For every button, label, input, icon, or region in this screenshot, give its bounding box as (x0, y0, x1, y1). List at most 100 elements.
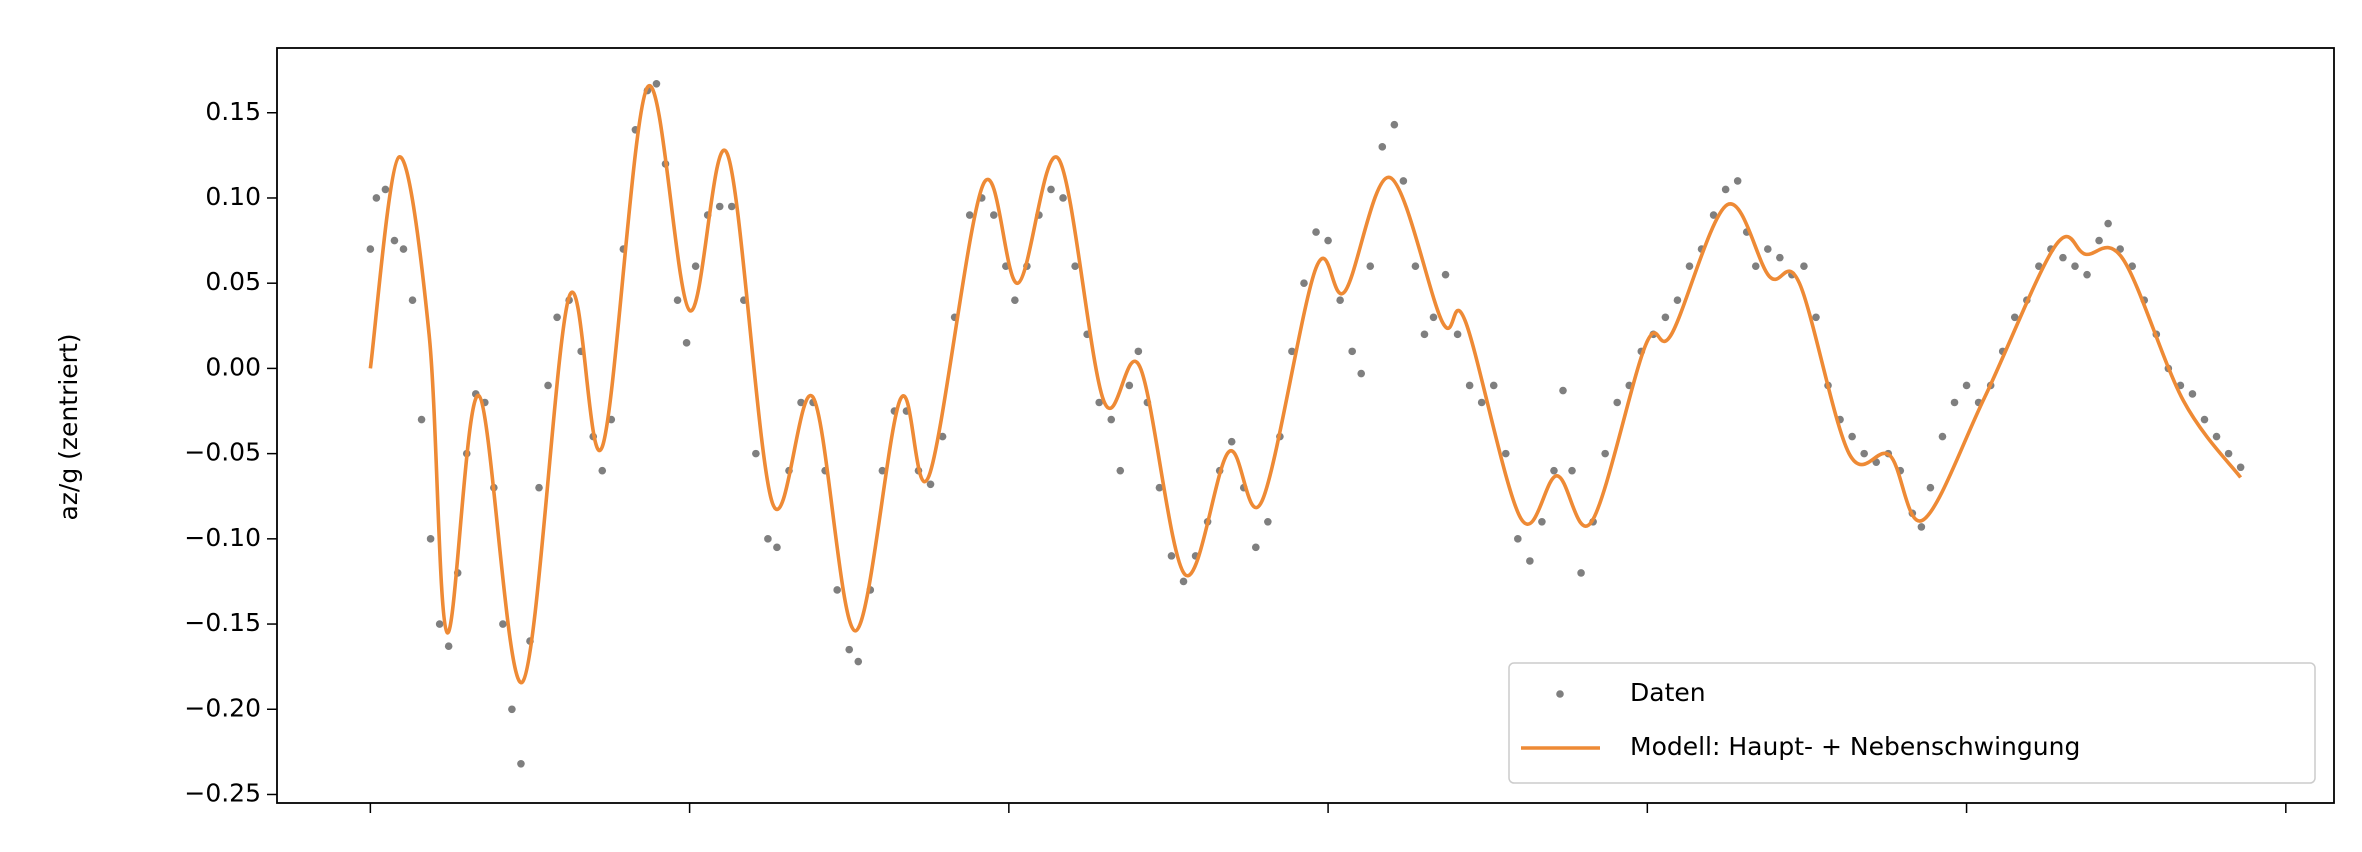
legend-label: Daten (1630, 678, 1706, 707)
data-point (1227, 437, 1236, 446)
data-point (2236, 463, 2245, 472)
data-point (1366, 262, 1375, 270)
data-point (833, 586, 841, 594)
data-point (764, 535, 772, 543)
y-tick-label: −0.15 (184, 608, 261, 637)
data-point (381, 185, 390, 194)
data-point (1357, 369, 1366, 378)
data-point (417, 415, 426, 424)
data-point (1125, 381, 1134, 390)
data-point (1453, 330, 1462, 339)
data-point (1095, 398, 1103, 407)
data-point (1348, 347, 1356, 356)
data-point (544, 381, 552, 390)
data-point (435, 620, 444, 628)
data-point (1613, 398, 1622, 407)
data-point (1812, 313, 1820, 322)
data-point (1264, 517, 1272, 526)
data-point (1312, 228, 1320, 236)
data-point (598, 466, 607, 475)
data-point (1751, 262, 1760, 270)
data-point (727, 202, 736, 211)
data-point (1047, 185, 1055, 194)
model-line (368, 83, 2243, 684)
data-point (1336, 296, 1344, 305)
data-point (1709, 211, 1718, 219)
data-point (1378, 143, 1387, 151)
data-point (517, 760, 525, 768)
data-point (1721, 185, 1730, 194)
data-point (2035, 262, 2043, 270)
data-point (673, 296, 682, 305)
y-tick-label: −0.20 (184, 693, 261, 722)
data-point (878, 466, 887, 475)
data-point (1938, 432, 1947, 441)
data-point (2104, 219, 2112, 228)
y-tick-label: 0.05 (205, 267, 261, 296)
legend-box (1508, 662, 2316, 784)
data-point (535, 483, 543, 492)
data-point (1134, 347, 1143, 356)
data-point (2224, 449, 2233, 458)
data-point (2083, 270, 2091, 279)
data-point (1733, 177, 1742, 185)
data-point (1661, 313, 1670, 322)
data-point (2212, 432, 2221, 441)
data-point (1059, 194, 1067, 202)
data-point (715, 202, 724, 211)
data-point (1420, 330, 1429, 339)
y-tick-label: −0.25 (184, 778, 261, 807)
data-point (1550, 466, 1558, 475)
data-point (1288, 347, 1296, 356)
data-point (1155, 483, 1164, 492)
y-tick-label: 0.10 (205, 182, 261, 211)
data-point (1577, 569, 1585, 577)
data-point (1601, 449, 1609, 458)
data-point (1116, 466, 1125, 475)
data-point (426, 535, 435, 543)
data-point (1252, 543, 1260, 552)
data-point (1526, 557, 1534, 565)
data-point (1441, 270, 1450, 279)
data-point (399, 245, 408, 253)
data-point (1399, 177, 1408, 185)
data-point (372, 194, 381, 202)
data-point (752, 449, 760, 458)
data-point (1324, 236, 1332, 245)
data-point (854, 657, 863, 666)
data-point (1411, 262, 1420, 270)
y-tick-label: 0.15 (205, 97, 261, 126)
data-point (2200, 415, 2209, 424)
data-point (938, 432, 947, 441)
plot-frame (276, 47, 2335, 804)
data-point (408, 296, 417, 305)
data-point (1559, 386, 1567, 395)
data-point (2128, 262, 2137, 270)
data-point (1011, 296, 1019, 305)
data-point (1848, 432, 1856, 441)
data-point (965, 211, 974, 219)
data-point (989, 211, 998, 219)
data-point (1776, 253, 1784, 262)
data-point (1390, 120, 1399, 129)
y-axis-label: az/g (zentriert) (54, 333, 83, 520)
data-point (926, 480, 935, 489)
data-point (1477, 398, 1486, 407)
data-point (1538, 517, 1546, 526)
data-point (652, 79, 661, 88)
y-tick-label: −0.05 (184, 438, 261, 467)
legend-label: Modell: Haupt- + Nebenschwingung (1630, 732, 2080, 761)
data-point (1465, 381, 1474, 390)
data-point (366, 245, 375, 253)
data-point (1489, 381, 1498, 390)
data-point (1685, 262, 1694, 270)
data-point (390, 236, 399, 245)
data-point (553, 313, 561, 322)
data-point (1962, 381, 1971, 390)
data-point (691, 262, 700, 270)
data-point (1917, 523, 1926, 531)
data-point (1429, 313, 1438, 322)
data-point (1926, 483, 1935, 492)
data-point (2071, 262, 2079, 270)
